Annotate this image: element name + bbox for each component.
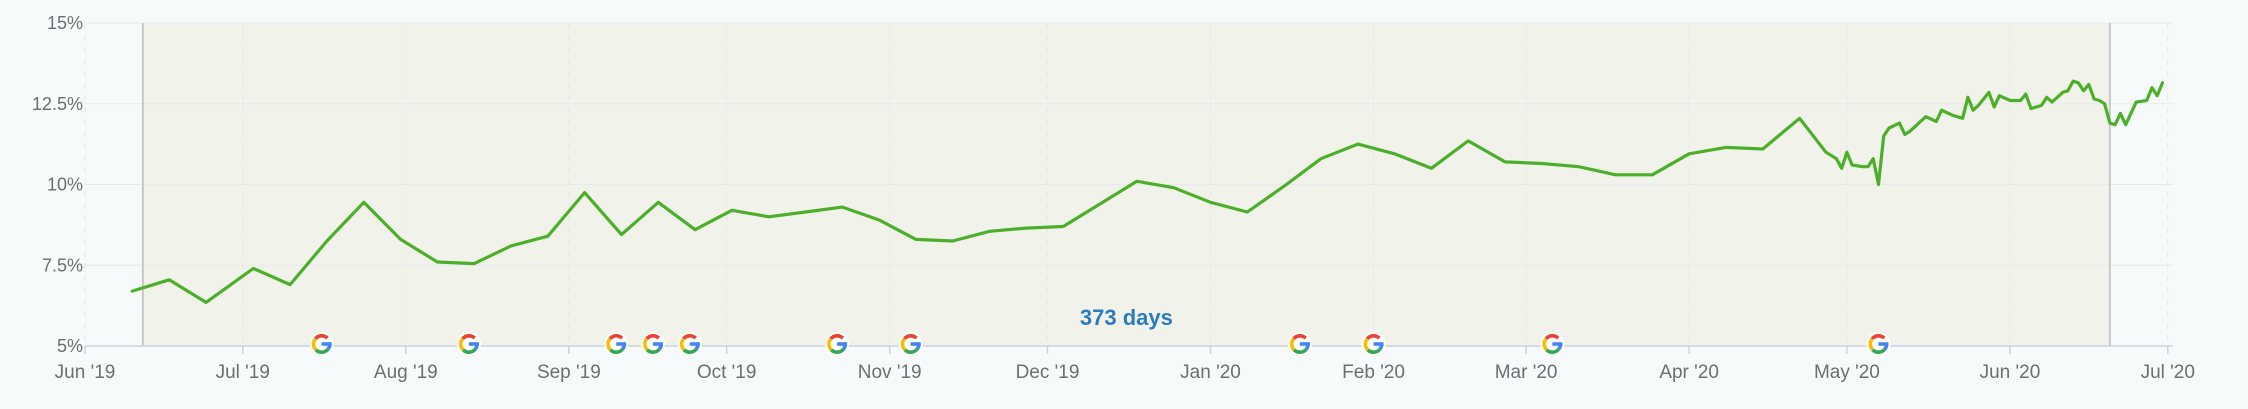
x-tick-label: Nov '19: [858, 362, 922, 383]
x-tick-label: Feb '20: [1342, 362, 1405, 383]
google-update-icon[interactable]: [825, 332, 850, 356]
x-tick-label: Dec '19: [1016, 362, 1080, 383]
x-tick-label: Jan '20: [1180, 362, 1241, 383]
google-update-icon[interactable]: [641, 332, 666, 356]
google-update-icon[interactable]: [456, 332, 481, 356]
google-update-icon[interactable]: [898, 332, 923, 356]
y-tick-label: 10%: [47, 175, 83, 195]
grid: [84, 22, 2173, 346]
google-update-markers: [309, 332, 1891, 356]
google-update-icon[interactable]: [1361, 332, 1386, 356]
y-tick-label: 15%: [47, 13, 83, 33]
x-tick-label: Apr '20: [1659, 362, 1719, 383]
google-update-icon[interactable]: [1866, 332, 1891, 356]
selected-range-label: 373 days: [1080, 305, 1173, 330]
google-update-icon[interactable]: [1287, 332, 1312, 356]
x-tick-label: Jun '19: [55, 362, 116, 383]
y-tick-label: 7.5%: [42, 255, 83, 275]
google-update-icon[interactable]: [1540, 332, 1565, 356]
y-tick-label: 12.5%: [32, 94, 83, 114]
x-tick-label: Jun '20: [1980, 362, 2041, 383]
y-axis: 5% 7.5% 10% 12.5% 15%: [32, 13, 83, 356]
series-line-0: [130, 79, 2165, 304]
google-update-icon[interactable]: [604, 332, 629, 356]
google-update-icon[interactable]: [677, 332, 702, 356]
series-layer: [130, 79, 2165, 304]
x-tick-label: Jul '20: [2141, 362, 2195, 383]
x-axis: Jun '19 Jul '19 Aug '19 Sep '19 Oct '19 Nov '…: [55, 362, 2195, 383]
x-tick-label: Jul '19: [216, 362, 270, 383]
y-tick-label: 5%: [57, 336, 83, 356]
google-update-icon[interactable]: [309, 332, 334, 356]
x-tick-label: Oct '19: [697, 362, 757, 383]
x-tick-label: Mar '20: [1495, 362, 1558, 383]
x-tick-marks: [84, 346, 2169, 354]
x-tick-label: May '20: [1814, 362, 1880, 383]
x-tick-label: Aug '19: [374, 362, 438, 383]
x-tick-label: Sep '19: [537, 362, 601, 383]
